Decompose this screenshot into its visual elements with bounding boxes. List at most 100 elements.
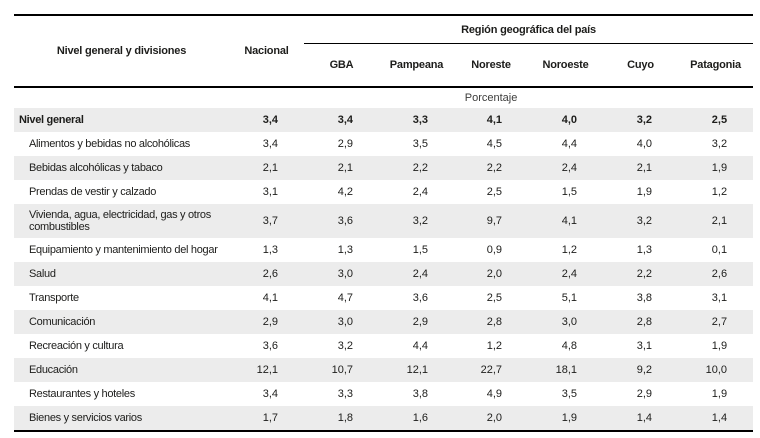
value-cell: 4,4 <box>561 138 577 150</box>
value-cell: 1,4 <box>636 412 652 424</box>
table-row: Comunicación 2,9 3,0 2,9 2,8 3,0 2,8 2,7 <box>14 310 754 334</box>
value-cell: 1,3 <box>636 244 652 256</box>
value-cell: 0,1 <box>711 244 728 256</box>
unit-row-spacer <box>14 87 229 108</box>
value-cell: 2,9 <box>262 316 278 328</box>
value-cell: 4,4 <box>412 340 428 352</box>
row-label: Vivienda, agua, electricidad, gas y otro… <box>29 208 211 234</box>
table-row: Transporte 4,1 4,7 3,6 2,5 5,1 3,8 3,1 <box>14 286 753 310</box>
col-header-noreste: Noreste <box>454 43 528 88</box>
value-cell: 12,1 <box>256 364 278 376</box>
value-cell: 1,9 <box>711 388 728 400</box>
table-row: Equipamiento y mantenimiento del hogar 1… <box>14 238 753 262</box>
value-cell: 2,2 <box>412 162 428 174</box>
value-cell: 2,1 <box>636 162 652 174</box>
value-cell: 3,2 <box>711 138 728 150</box>
value-cell: 1,9 <box>636 186 652 198</box>
value-cell: 3,1 <box>262 186 278 198</box>
value-cell: 4,2 <box>337 186 353 198</box>
value-cell: 2,4 <box>412 268 428 280</box>
value-cell: 1,5 <box>412 244 428 256</box>
value-cell: 3,5 <box>561 388 577 400</box>
value-cell: 9,7 <box>486 215 502 227</box>
col-header-nacional: Nacional <box>229 15 304 88</box>
value-cell: 2,2 <box>486 162 502 174</box>
value-cell: 3,4 <box>262 138 278 150</box>
value-cell: 4,1 <box>486 114 502 126</box>
row-label: Bebidas alcohólicas y tabaco <box>29 161 163 174</box>
col-header-division: Nivel general y divisiones <box>14 15 229 88</box>
col-header-gba: GBA <box>304 43 379 88</box>
value-cell: 2,0 <box>486 412 502 424</box>
value-cell: 1,8 <box>337 412 353 424</box>
value-cell: 2,0 <box>486 268 502 280</box>
col-header-noroeste: Noroeste <box>528 43 603 88</box>
col-group-header-region: Región geográfica del país <box>304 15 754 44</box>
value-cell: 3,5 <box>412 138 428 150</box>
value-cell: 3,0 <box>337 268 353 280</box>
value-cell: 3,0 <box>337 316 353 328</box>
value-cell: 4,0 <box>561 114 577 126</box>
col-header-pampeana: Pampeana <box>379 43 454 88</box>
row-label: Nivel general <box>19 113 84 126</box>
header-row-group: Nivel general y divisiones Nacional Regi… <box>14 15 754 88</box>
table-row: Prendas de vestir y calzado 3,1 4,2 2,4 … <box>14 180 753 204</box>
value-cell: 2,6 <box>711 268 728 280</box>
value-cell: 4,5 <box>486 138 502 150</box>
value-cell: 3,1 <box>636 340 652 352</box>
value-cell: 1,5 <box>561 186 577 198</box>
value-cell: 1,4 <box>711 412 728 424</box>
value-cell: 1,9 <box>561 412 577 424</box>
value-cell: 3,2 <box>636 114 652 126</box>
col-header-cuyo: Cuyo <box>603 43 678 88</box>
table-row: Alimentos y bebidas no alcohólicas 3,4 2… <box>14 132 753 156</box>
value-cell: 3,3 <box>412 114 428 126</box>
value-cell: 2,5 <box>486 186 502 198</box>
value-cell: 2,1 <box>337 162 353 174</box>
value-cell: 2,9 <box>412 316 428 328</box>
row-label: Educación <box>29 363 78 376</box>
value-cell: 10,0 <box>705 364 728 376</box>
report-table-sheet: Nivel general y divisiones Nacional Regi… <box>14 14 754 432</box>
table-row: Educación 12,1 10,7 12,1 22,7 18,1 9,2 1… <box>14 358 754 382</box>
value-cell: 3,6 <box>412 292 428 304</box>
value-cell: 3,0 <box>561 316 577 328</box>
value-cell: 18,1 <box>555 364 577 376</box>
value-cell: 2,8 <box>636 316 652 328</box>
value-cell: 3,2 <box>337 340 353 352</box>
row-label: Restaurantes y hoteles <box>29 387 135 400</box>
value-cell: 2,9 <box>636 388 652 400</box>
value-cell: 4,1 <box>262 292 278 304</box>
value-cell: 2,1 <box>711 215 728 227</box>
value-cell: 1,9 <box>711 340 728 352</box>
value-cell: 4,7 <box>337 292 353 304</box>
value-cell: 1,3 <box>262 244 278 256</box>
value-cell: 12,1 <box>406 364 428 376</box>
table-row: Restaurantes y hoteles 3,4 3,3 3,8 4,9 3… <box>14 382 753 406</box>
value-cell: 9,2 <box>636 364 652 376</box>
value-cell: 4,1 <box>561 215 577 227</box>
value-cell: 3,4 <box>262 388 278 400</box>
value-cell: 5,1 <box>561 292 577 304</box>
table-row: Salud 2,6 3,0 2,4 2,0 2,4 2,2 2,6 <box>14 262 754 286</box>
value-cell: 1,3 <box>337 244 353 256</box>
value-cell: 4,9 <box>486 388 502 400</box>
header-row-regions: GBA Pampeana Noreste Noroeste Cuyo Patag… <box>14 43 754 88</box>
value-cell: 1,2 <box>711 186 728 198</box>
value-cell: 2,8 <box>486 316 502 328</box>
value-cell: 1,7 <box>262 412 278 424</box>
row-label: Bienes y servicios varios <box>29 411 142 424</box>
value-cell: 3,4 <box>262 114 278 126</box>
table-row-nivel-general: Nivel general 3,4 3,4 3,3 4,1 4,0 3,2 2,… <box>14 108 754 132</box>
unit-row: Porcentaje <box>14 87 753 108</box>
row-label: Equipamiento y mantenimiento del hogar <box>29 243 218 256</box>
row-label: Salud <box>29 267 56 280</box>
value-cell: 3,4 <box>337 114 353 126</box>
row-label: Recreación y cultura <box>29 339 124 352</box>
value-cell: 4,8 <box>561 340 577 352</box>
row-label: Transporte <box>29 291 79 304</box>
value-cell: 3,7 <box>262 215 278 227</box>
value-cell: 1,2 <box>561 244 577 256</box>
value-cell: 2,5 <box>711 114 728 126</box>
value-cell: 1,6 <box>412 412 428 424</box>
